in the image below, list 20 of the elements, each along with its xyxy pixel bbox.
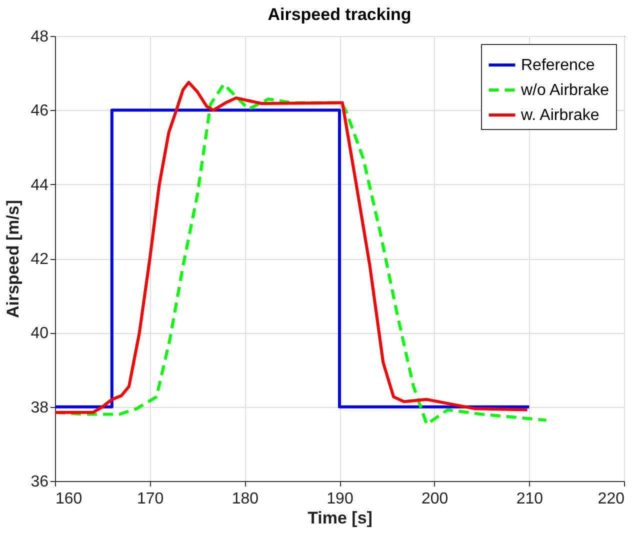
x-tick-label: 200 [421,490,448,508]
y-tick-label: 40 [30,325,49,342]
x-tick-label: 220 [598,490,625,508]
y-axis-title: Airspeed [m/s] [4,200,23,318]
x-tick-label: 170 [136,490,164,508]
x-tick-label: 190 [326,490,354,508]
y-tick-label: 46 [30,102,49,120]
x-tick-label: 160 [56,490,82,508]
x-tick-label: 180 [232,490,259,508]
legend-label: Reference [521,57,595,74]
chart-title: Airspeed tracking [268,5,412,24]
legend-label: w. Airbrake [520,107,600,124]
y-tick-label: 42 [30,251,49,268]
x-tick-label: 210 [516,490,544,508]
y-tick-label: 44 [30,176,49,194]
y-tick-label: 48 [30,28,49,46]
x-axis-title: Time [s] [308,508,372,528]
legend-label: w/o Airbrake [520,82,610,99]
y-tick-label: 36 [30,474,49,490]
y-tick-label: 38 [30,399,49,416]
